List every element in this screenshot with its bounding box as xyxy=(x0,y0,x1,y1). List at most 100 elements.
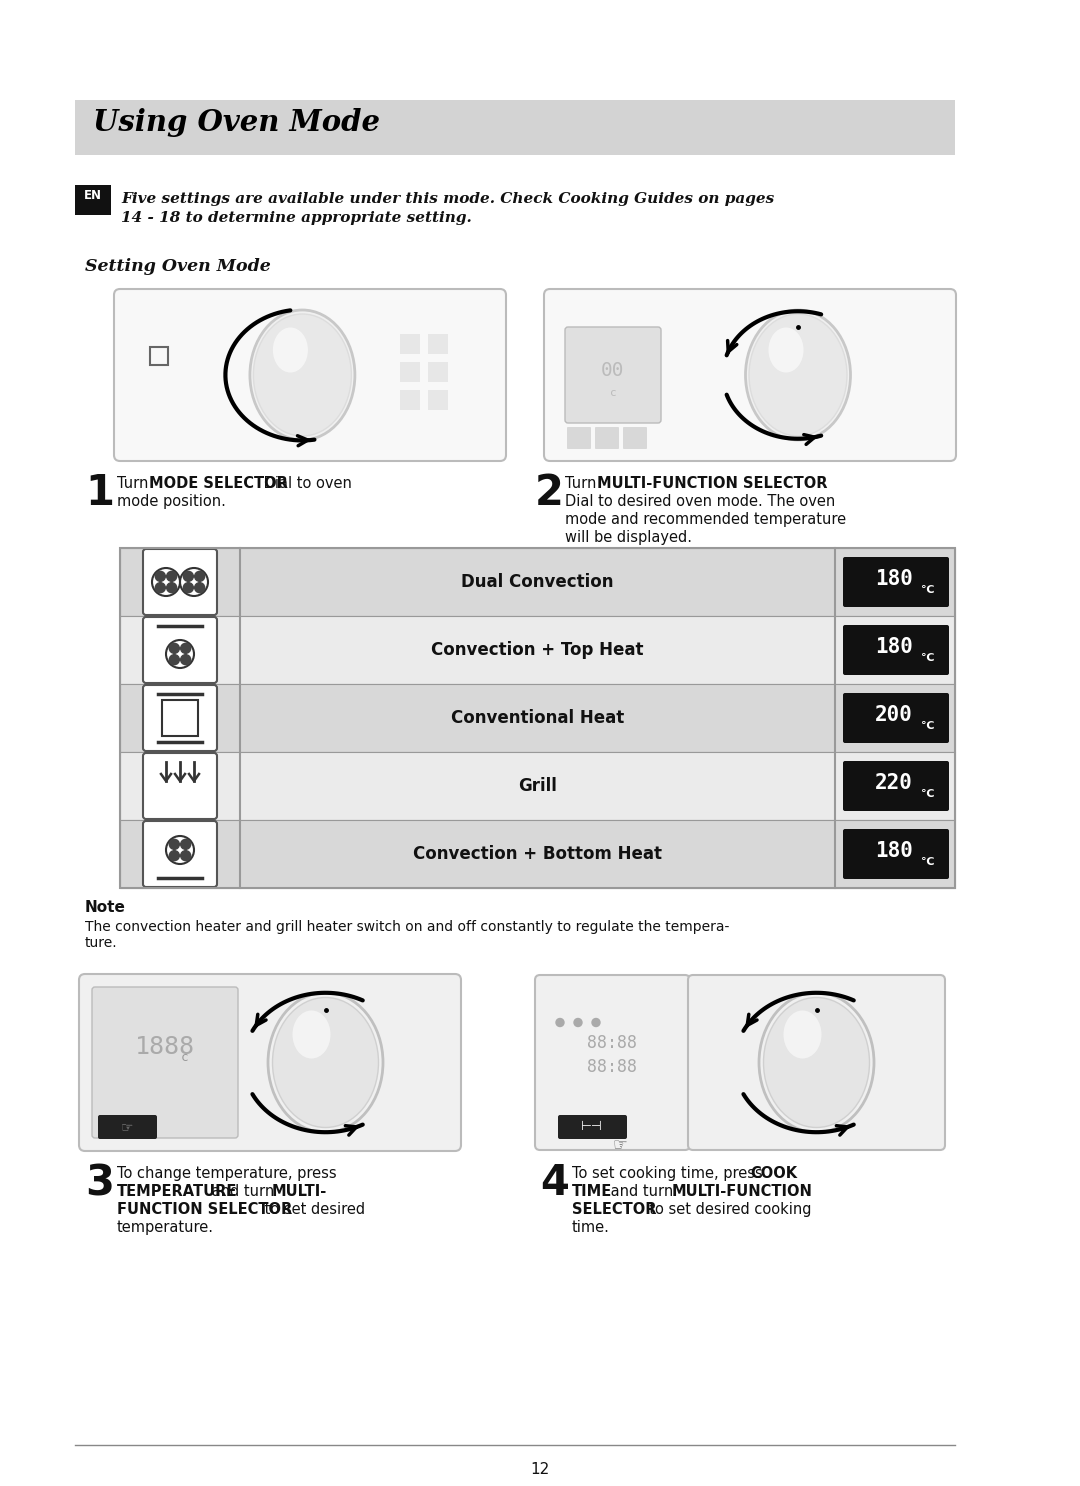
Text: 88:88: 88:88 xyxy=(588,1033,637,1052)
Text: 12: 12 xyxy=(530,1462,550,1477)
FancyBboxPatch shape xyxy=(143,753,217,819)
FancyBboxPatch shape xyxy=(843,557,949,606)
FancyBboxPatch shape xyxy=(143,685,217,750)
FancyBboxPatch shape xyxy=(565,327,661,424)
Circle shape xyxy=(156,571,165,581)
Circle shape xyxy=(194,571,204,581)
FancyBboxPatch shape xyxy=(535,975,690,1150)
FancyBboxPatch shape xyxy=(688,975,945,1150)
Ellipse shape xyxy=(268,993,383,1132)
Bar xyxy=(428,334,448,354)
Text: The convection heater and grill heater switch on and off constantly to regulate : The convection heater and grill heater s… xyxy=(85,920,729,950)
FancyBboxPatch shape xyxy=(92,987,238,1138)
Text: Dial to desired oven mode. The oven: Dial to desired oven mode. The oven xyxy=(565,493,835,510)
Text: Dial to oven: Dial to oven xyxy=(259,476,352,490)
Bar xyxy=(120,548,955,617)
Text: Using Oven Mode: Using Oven Mode xyxy=(93,108,380,137)
Circle shape xyxy=(170,643,179,654)
Text: 1: 1 xyxy=(85,473,114,514)
Text: and turn: and turn xyxy=(606,1184,678,1199)
Bar xyxy=(428,389,448,410)
Text: SELECTOR: SELECTOR xyxy=(572,1202,657,1217)
Circle shape xyxy=(180,840,191,850)
Text: will be displayed.: will be displayed. xyxy=(565,531,692,545)
Bar xyxy=(120,684,955,752)
Bar xyxy=(120,820,955,889)
Bar xyxy=(120,752,955,820)
Ellipse shape xyxy=(273,327,308,373)
Text: to set desired cooking: to set desired cooking xyxy=(640,1202,811,1217)
Circle shape xyxy=(156,583,165,593)
Bar xyxy=(400,363,420,382)
Ellipse shape xyxy=(272,997,378,1128)
Text: ℃: ℃ xyxy=(921,585,934,594)
Text: EN: EN xyxy=(84,189,102,202)
Ellipse shape xyxy=(293,1010,330,1058)
Text: Note: Note xyxy=(85,901,126,915)
Text: Turn: Turn xyxy=(117,476,153,490)
Ellipse shape xyxy=(783,1010,822,1058)
Ellipse shape xyxy=(254,314,351,435)
Text: Conventional Heat: Conventional Heat xyxy=(450,709,624,727)
Text: c: c xyxy=(609,388,617,398)
Text: MULTI-FUNCTION: MULTI-FUNCTION xyxy=(672,1184,813,1199)
Circle shape xyxy=(194,583,204,593)
Text: ℃: ℃ xyxy=(921,652,934,663)
Circle shape xyxy=(556,1018,564,1027)
Circle shape xyxy=(170,850,179,860)
Circle shape xyxy=(166,571,177,581)
Circle shape xyxy=(573,1018,582,1027)
Bar xyxy=(162,700,198,736)
Circle shape xyxy=(184,583,193,593)
Bar xyxy=(120,548,955,889)
FancyBboxPatch shape xyxy=(558,1114,627,1138)
Bar xyxy=(400,334,420,354)
Text: and turn: and turn xyxy=(207,1184,279,1199)
Text: ⊢⊣: ⊢⊣ xyxy=(581,1120,603,1134)
Text: 3: 3 xyxy=(85,1162,114,1204)
Ellipse shape xyxy=(759,993,874,1132)
Text: Setting Oven Mode: Setting Oven Mode xyxy=(85,259,271,275)
Text: To change temperature, press: To change temperature, press xyxy=(117,1167,337,1181)
FancyBboxPatch shape xyxy=(98,1114,157,1138)
Ellipse shape xyxy=(750,314,847,435)
Text: mode position.: mode position. xyxy=(117,493,226,510)
Ellipse shape xyxy=(249,311,355,440)
Circle shape xyxy=(180,643,191,654)
Text: FUNCTION SELECTOR: FUNCTION SELECTOR xyxy=(117,1202,293,1217)
Text: c: c xyxy=(181,1051,189,1064)
Text: 00: 00 xyxy=(602,361,624,379)
Text: 180: 180 xyxy=(875,637,913,657)
Text: 4: 4 xyxy=(540,1162,569,1204)
Text: ℃: ℃ xyxy=(921,789,934,799)
Circle shape xyxy=(180,850,191,860)
Bar xyxy=(400,389,420,410)
Text: ℃: ℃ xyxy=(921,721,934,731)
Ellipse shape xyxy=(764,997,869,1128)
FancyBboxPatch shape xyxy=(623,426,647,449)
Text: Turn: Turn xyxy=(565,476,600,490)
Text: ☞: ☞ xyxy=(612,1135,627,1155)
Text: MODE SELECTOR: MODE SELECTOR xyxy=(149,476,288,490)
Text: mode and recommended temperature: mode and recommended temperature xyxy=(565,513,846,528)
Text: Dual Convection: Dual Convection xyxy=(461,574,613,591)
FancyBboxPatch shape xyxy=(843,829,949,880)
Text: to set desired: to set desired xyxy=(260,1202,365,1217)
Text: 14 - 18 to determine appropriate setting.: 14 - 18 to determine appropriate setting… xyxy=(121,211,472,224)
Ellipse shape xyxy=(769,327,804,373)
FancyBboxPatch shape xyxy=(143,617,217,684)
FancyBboxPatch shape xyxy=(843,692,949,743)
Circle shape xyxy=(170,655,179,664)
Circle shape xyxy=(184,571,193,581)
Text: TEMPERATURE: TEMPERATURE xyxy=(117,1184,238,1199)
Bar xyxy=(75,100,955,155)
Text: 88:88: 88:88 xyxy=(588,1058,637,1076)
Text: Five settings are available under this mode. Check Cooking Guides on pages: Five settings are available under this m… xyxy=(121,192,774,207)
Circle shape xyxy=(592,1018,600,1027)
FancyBboxPatch shape xyxy=(143,820,217,887)
Text: 1888: 1888 xyxy=(135,1036,195,1060)
Circle shape xyxy=(180,655,191,664)
Circle shape xyxy=(166,583,177,593)
Text: 180: 180 xyxy=(875,841,913,860)
FancyBboxPatch shape xyxy=(843,761,949,811)
